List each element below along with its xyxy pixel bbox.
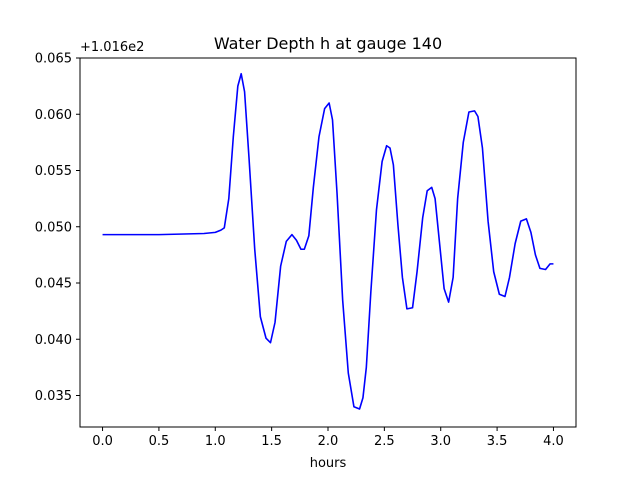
x-tick-label: 1.5 [261, 434, 282, 449]
series-line-0 [102, 72, 554, 410]
y-tick-label: 0.040 [35, 333, 72, 348]
x-tick-label: 1.0 [205, 434, 226, 449]
chart-title: Water Depth h at gauge 140 [214, 34, 442, 53]
y-tick-label: 0.035 [35, 389, 72, 404]
x-tick-label: 4.0 [543, 434, 564, 449]
y-offset-label: +1.016e2 [80, 40, 144, 55]
x-tick-label: 0.5 [149, 434, 170, 449]
x-tick-label: 0.0 [92, 434, 113, 449]
x-tick-label: 2.0 [318, 434, 339, 449]
y-tick-label: 0.045 [35, 277, 72, 292]
y-axis: 0.035 0.040 0.045 0.050 0.055 0.060 0.065 [35, 52, 80, 404]
y-tick-label: 0.060 [35, 108, 72, 123]
y-tick-label: 0.055 [35, 164, 72, 179]
y-tick-label: 0.065 [35, 52, 72, 67]
x-axis: 0.0 0.5 1.0 1.5 2.0 2.5 3.0 3.5 4.0 [92, 427, 564, 449]
x-tick-label: 3.5 [487, 434, 508, 449]
x-axis-label: hours [310, 456, 347, 471]
x-tick-label: 2.5 [374, 434, 395, 449]
x-tick-label: 3.0 [430, 434, 451, 449]
y-tick-label: 0.050 [35, 220, 72, 235]
